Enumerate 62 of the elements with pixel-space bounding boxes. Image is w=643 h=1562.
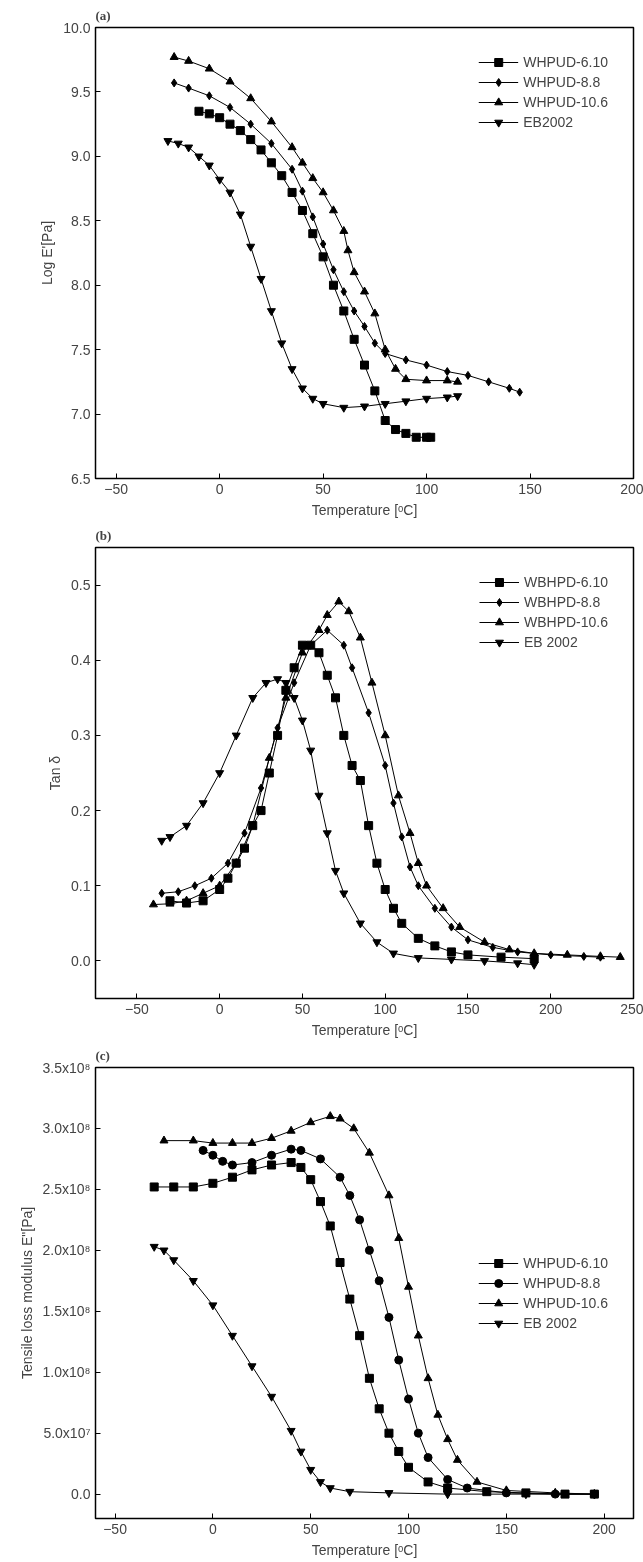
y-tick-label: 0.2 [71, 802, 91, 819]
x-tick-label: 50 [302, 1520, 319, 1537]
legend-label: WBHPD-8.8 [523, 594, 601, 610]
y-tick-label: 7.5 [71, 341, 91, 358]
x-tick-label: 50 [294, 1000, 311, 1017]
y-tick-label: 2.5x10⁸ [42, 1181, 91, 1198]
y-tick-label: 7.0 [71, 406, 91, 423]
y-tick-label: 3.5x10⁸ [42, 1059, 91, 1076]
x-tick-label: 0 [208, 1520, 217, 1537]
x-tick-label: −50 [104, 480, 129, 497]
x-tick-label: 100 [396, 1520, 421, 1537]
chart-title: (c) [95, 1047, 110, 1063]
legend-label: EB 2002 [523, 1314, 577, 1331]
y-axis-title: Tan δ [47, 755, 64, 791]
x-tick-label: 0 [215, 1000, 224, 1017]
x-tick-label: 200 [539, 1000, 563, 1017]
legend-label: WHPUD-10.6 [523, 1294, 608, 1311]
x-tick-label: 200 [620, 480, 643, 497]
x-axis-title: Temperature [ᵒC] [311, 1021, 418, 1038]
y-tick-label: 8.5 [71, 212, 91, 229]
x-tick-label: 200 [592, 1520, 617, 1537]
y-tick-label: 8.0 [71, 277, 91, 294]
y-axis-title: Tensile loss modulus E"[Pa] [18, 1206, 35, 1380]
chart-title: (a) [95, 7, 111, 23]
y-tick-label: 9.0 [71, 148, 91, 165]
y-tick-label: 0.0 [71, 1486, 91, 1503]
y-tick-label: 5.0x10⁷ [43, 1425, 91, 1442]
legend-label: EB 2002 [523, 634, 578, 650]
y-tick-label: 0.0 [71, 952, 91, 969]
legend-label: WHPUD-8.8 [523, 1274, 601, 1291]
y-tick-label: 2.0x10⁸ [42, 1242, 91, 1259]
legend-label: WHPUD-8.8 [523, 74, 601, 90]
legend-label: WBHPD-6.10 [523, 574, 608, 590]
x-tick-label: 100 [373, 1000, 398, 1017]
y-tick-label: 0.4 [71, 652, 91, 669]
chart-title: (b) [95, 527, 112, 543]
y-tick-label: 0.5 [71, 577, 91, 594]
y-tick-label: 6.5 [71, 470, 91, 487]
x-tick-label: 50 [315, 480, 332, 497]
y-tick-label: 10.0 [63, 19, 91, 36]
x-tick-label: 100 [414, 480, 439, 497]
x-tick-label: 250 [620, 1000, 643, 1017]
y-tick-label: 3.0x10⁸ [42, 1120, 91, 1137]
legend-label: WHPUD-6.10 [523, 54, 608, 70]
x-axis-title: Temperature [ᵒC] [311, 1541, 418, 1558]
x-tick-label: 0 [215, 480, 224, 497]
legend-label: WBHPD-10.6 [523, 614, 608, 630]
x-tick-label: −50 [125, 1000, 149, 1017]
legend-label: WHPUD-10.6 [523, 94, 608, 110]
x-axis-title: Temperature [ᵒC] [311, 501, 418, 518]
y-tick-label: 0.1 [71, 877, 91, 894]
legend-label: EB2002 [523, 114, 574, 130]
y-tick-label: 1.5x10⁸ [42, 1303, 91, 1320]
legend-label: WHPUD-6.10 [523, 1254, 608, 1271]
y-tick-label: 9.5 [71, 83, 91, 100]
x-tick-label: 150 [518, 480, 542, 497]
y-tick-label: 1.0x10⁸ [42, 1364, 91, 1381]
y-tick-label: 0.3 [71, 727, 91, 744]
x-tick-label: 150 [494, 1520, 519, 1537]
x-tick-label: 150 [456, 1000, 480, 1017]
x-tick-label: −50 [103, 1520, 128, 1537]
y-axis-title: Log E'[Pa] [39, 220, 56, 286]
